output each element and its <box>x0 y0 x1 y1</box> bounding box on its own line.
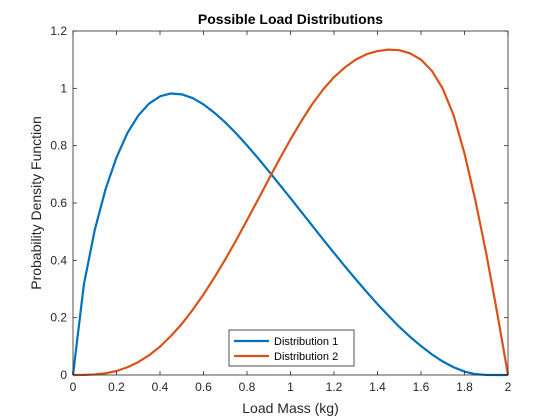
legend-box <box>228 329 355 367</box>
y-tick-label: 0.2 <box>50 311 67 325</box>
x-tick-label: 0.4 <box>152 380 169 394</box>
chart-title: Possible Load Distributions <box>198 11 383 27</box>
legend-label-2: Distribution 2 <box>274 351 338 363</box>
x-tick-label: 1.8 <box>456 380 473 394</box>
x-tick-label: 2 <box>505 380 512 394</box>
x-tick-label: 1.6 <box>413 380 430 394</box>
x-tick-label: 0.6 <box>195 380 212 394</box>
y-tick-label: 1.2 <box>50 24 67 38</box>
x-tick-label: 1.2 <box>326 380 343 394</box>
y-tick-label: 0.8 <box>50 139 67 153</box>
y-tick-label: 0 <box>60 368 67 382</box>
plot-area <box>71 31 510 377</box>
legend-label-1: Distribution 1 <box>274 336 338 348</box>
axes: 0 0.2 0.4 0.6 0.8 1 1.2 1.4 1.6 1.8 2 0 0.2 0.4 0.6 0.8… <box>50 24 511 394</box>
series-line-2 <box>72 48 510 377</box>
x-tick-label: 1.4 <box>369 380 386 394</box>
x-tick-label: 0.2 <box>108 380 125 394</box>
x-tick-label: 0 <box>70 380 77 394</box>
x-axis-title: Load Mass (kg) <box>242 400 338 416</box>
series-line-1 <box>71 92 508 377</box>
y-axis-title: Probability Density Function <box>28 116 44 290</box>
y-tick-label: 0.6 <box>50 196 67 210</box>
legend: Distribution 1 Distribution 2 <box>228 329 355 367</box>
x-tick-label: 1 <box>287 380 294 394</box>
plot-background <box>73 31 508 375</box>
y-tick-label: 0.4 <box>50 253 67 267</box>
y-tick-label: 1 <box>60 81 67 95</box>
x-tick-label: 0.8 <box>239 380 256 394</box>
